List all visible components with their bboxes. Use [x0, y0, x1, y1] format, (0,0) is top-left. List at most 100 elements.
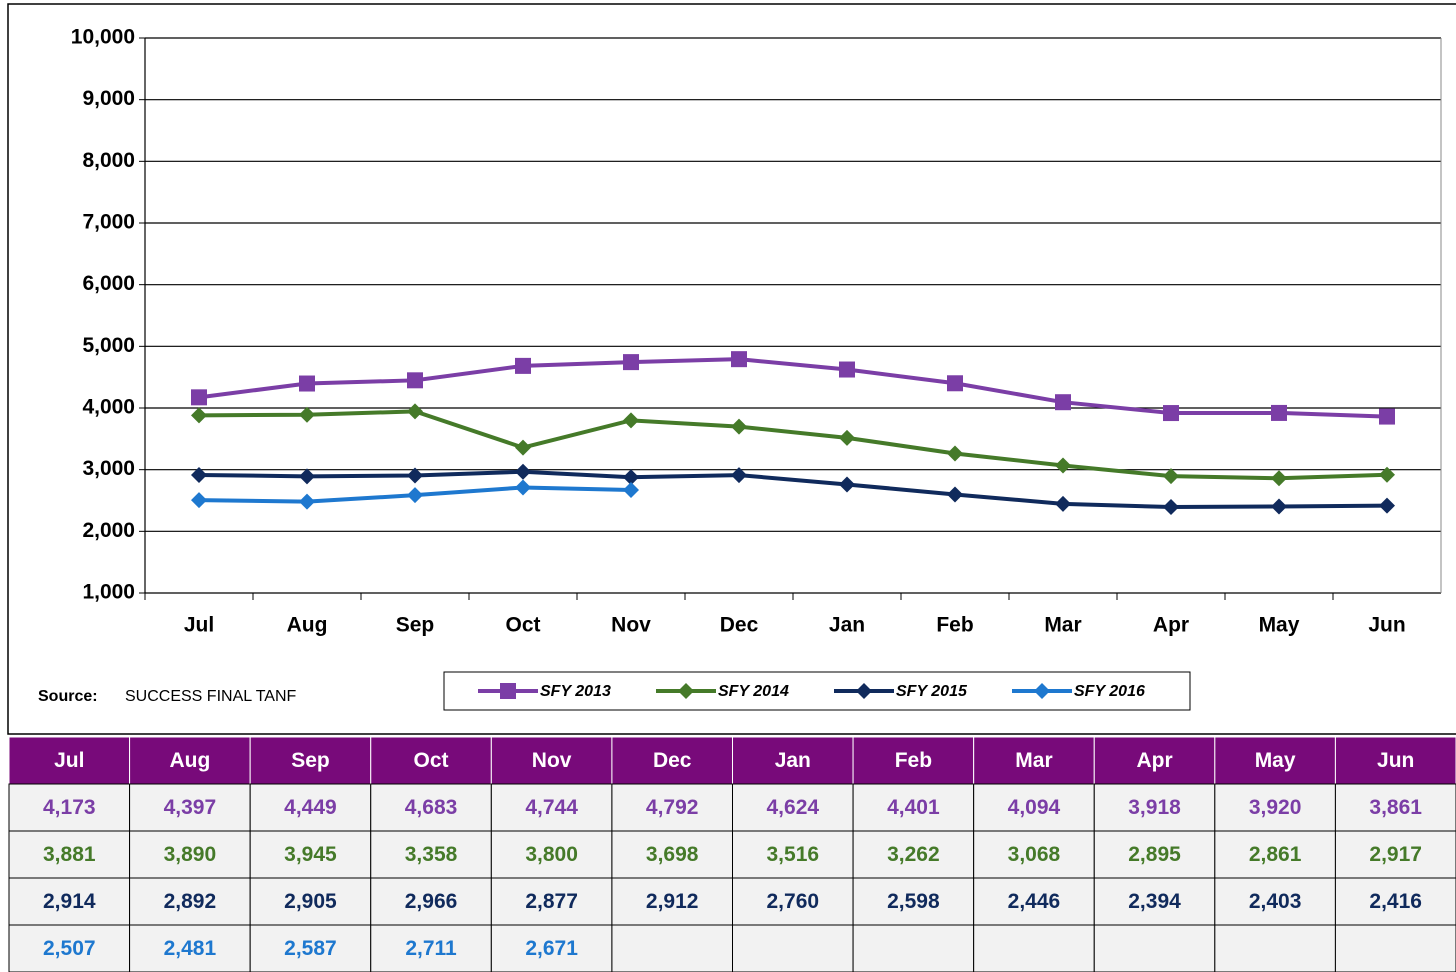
marker — [407, 403, 423, 420]
table-cell — [1093, 830, 1216, 879]
table-value: 3,920 — [1249, 796, 1302, 819]
marker — [191, 407, 207, 424]
x-tick-label: Dec — [720, 614, 759, 637]
table-value: 2,598 — [887, 890, 940, 913]
marker — [515, 463, 531, 480]
table-header: Feb — [895, 749, 932, 772]
marker — [623, 469, 639, 486]
table-header: Jan — [775, 749, 811, 772]
table-header-cell — [129, 736, 251, 785]
table-header: Jul — [54, 749, 84, 772]
marker — [1055, 495, 1071, 512]
y-tick-label: 3,000 — [82, 457, 135, 480]
y-tick-label: 7,000 — [82, 211, 135, 234]
table-cell — [732, 830, 854, 879]
marker — [1271, 498, 1287, 515]
table-cell — [1334, 783, 1456, 832]
series-line — [198, 469, 1388, 510]
table-header: Sep — [291, 749, 330, 772]
legend-marker — [678, 683, 694, 699]
table-cell — [249, 830, 372, 879]
marker — [407, 487, 423, 504]
marker — [623, 354, 639, 371]
table-header: May — [1255, 749, 1296, 772]
table-cell — [490, 924, 613, 972]
table-value: 3,068 — [1008, 843, 1061, 866]
table-cell — [1093, 783, 1216, 832]
marker — [839, 429, 855, 446]
x-tick-label: Apr — [1153, 614, 1189, 637]
table-header-cell — [490, 736, 613, 785]
table-value: 4,624 — [767, 796, 820, 819]
marker — [515, 479, 531, 496]
source: SUCCESS FINAL TANF — [125, 688, 297, 705]
table-value: 2,671 — [525, 937, 578, 960]
table-value: 2,877 — [525, 890, 578, 913]
y-tick-label: 9,000 — [82, 87, 135, 110]
x-tick-label: Jan — [829, 614, 865, 637]
table-value: 4,792 — [646, 796, 699, 819]
table-header-cell — [1334, 736, 1456, 785]
table-header: Aug — [169, 749, 210, 772]
table-header: Mar — [1015, 749, 1052, 772]
y-tick-label: 5,000 — [82, 334, 135, 357]
marker — [839, 476, 855, 493]
marker — [299, 375, 315, 392]
table-value: 2,760 — [767, 890, 820, 913]
table-value: 2,481 — [164, 937, 217, 960]
legend-label: SFY 2016 — [1074, 683, 1145, 700]
marker — [191, 389, 207, 406]
table-cell — [852, 783, 975, 832]
table-cell — [129, 830, 251, 879]
table-value: 4,683 — [405, 796, 458, 819]
legend-label: SFY 2014 — [718, 683, 789, 700]
table-value: 2,403 — [1249, 890, 1302, 913]
x-tick-label: Jul — [184, 614, 214, 637]
marker — [299, 468, 315, 485]
y-tick-label: 4,000 — [82, 396, 135, 419]
table-cell — [852, 830, 975, 879]
table-header-cell — [8, 736, 131, 785]
table-cell — [1334, 877, 1456, 926]
marker — [1163, 405, 1179, 422]
table-cell — [1214, 924, 1336, 972]
table-header-cell — [370, 736, 492, 785]
legend-marker — [856, 683, 872, 699]
table-cell — [1093, 924, 1216, 972]
x-tick-label: Nov — [611, 614, 651, 637]
legend-marker — [500, 683, 516, 699]
x-tick-label: May — [1259, 614, 1300, 637]
marker — [515, 357, 531, 374]
y-tick-label: 6,000 — [82, 272, 135, 295]
chart-frame — [7, 3, 1456, 735]
x-tick-label: Sep — [396, 614, 435, 637]
marker — [407, 372, 423, 389]
table-cell — [611, 924, 734, 972]
source-label: Source: — [38, 688, 98, 705]
table-header: Nov — [532, 749, 572, 772]
marker — [1379, 466, 1395, 483]
marker — [947, 375, 963, 392]
marker — [299, 493, 315, 510]
table-cell — [490, 783, 613, 832]
table-value: 3,881 — [43, 843, 96, 866]
table-value: 2,861 — [1249, 843, 1302, 866]
table-value: 3,918 — [1128, 796, 1181, 819]
marker — [1271, 470, 1287, 487]
table-value: 2,912 — [646, 890, 699, 913]
table-value: 3,698 — [646, 843, 699, 866]
y-tick-label: 1,000 — [82, 581, 135, 604]
y-tick-label: 8,000 — [82, 149, 135, 172]
table-value: 2,711 — [405, 937, 457, 960]
legend-label: SFY 2013 — [540, 683, 611, 700]
table-value: 2,914 — [43, 890, 96, 913]
marker — [1055, 394, 1071, 411]
marker — [1271, 404, 1287, 421]
table-cell — [973, 783, 1095, 832]
table-value: 3,890 — [164, 843, 217, 866]
marker — [1379, 497, 1395, 514]
table-value: 2,394 — [1128, 890, 1181, 913]
table-cell — [370, 924, 492, 972]
legend-marker — [1034, 683, 1050, 699]
marker — [731, 467, 747, 484]
